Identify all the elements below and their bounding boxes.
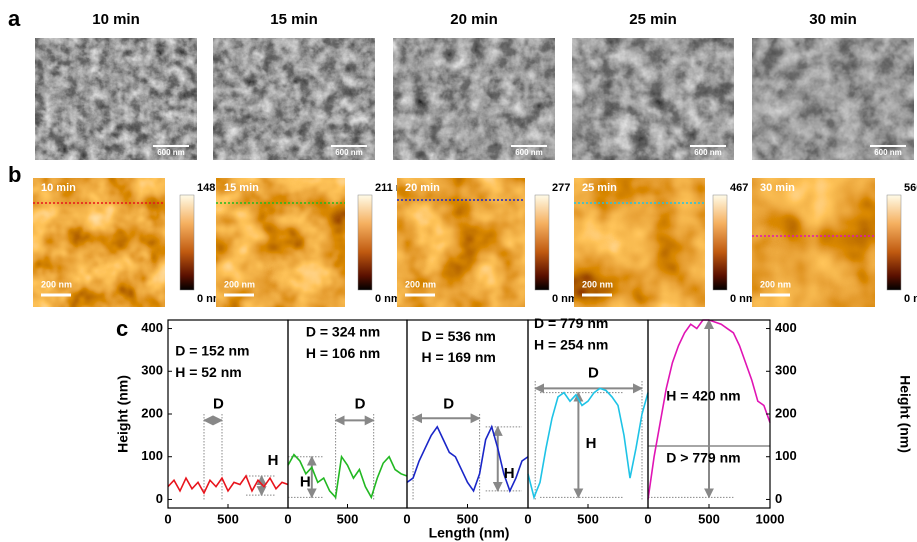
colorbar-max: 560 nm [904, 182, 917, 194]
panel-label: a [8, 6, 21, 31]
x-tick-label: 500 [457, 511, 479, 526]
sem-title: 30 min [809, 11, 857, 28]
y2-tick-label: 0 [775, 491, 782, 506]
profile-line [167, 474, 289, 495]
y2-tick-label: 100 [775, 448, 797, 463]
y2-tick-label: 300 [775, 363, 797, 378]
y2-tick-label: 400 [775, 320, 797, 335]
colorbar [179, 194, 195, 291]
scale-bar-label: 200 nm [582, 279, 613, 289]
colorbar-min: 0 nm [375, 293, 401, 305]
y2-tick-label: 200 [775, 405, 797, 420]
afm-label: 25 min [582, 182, 617, 194]
colorbar-min: 0 nm [904, 293, 917, 305]
x-tick-label: 0 [403, 511, 410, 526]
sem-image [35, 38, 197, 160]
annotation: D = 324 nm [306, 324, 380, 340]
afm-label: 15 min [224, 182, 259, 194]
sem-title: 25 min [629, 11, 677, 28]
colorbar [357, 194, 373, 291]
sem-image [213, 38, 375, 160]
afm-image [752, 178, 875, 307]
annotation: D = 779 nm [534, 315, 608, 331]
x-tick-label: 0 [644, 511, 651, 526]
x-axis-label: Length (nm) [429, 525, 510, 541]
annotation: H = 169 nm [422, 349, 496, 365]
colorbar [534, 194, 550, 291]
x-tick-label: 1000 [756, 511, 785, 526]
x-tick-label: 0 [164, 511, 171, 526]
annotation: H [504, 465, 515, 482]
y2-axis-label: Height (nm) [897, 375, 913, 453]
afm-image [216, 178, 345, 307]
annotation: H = 52 nm [175, 364, 242, 380]
afm-label: 20 min [405, 182, 440, 194]
y-axis-label: Height (nm) [115, 375, 131, 453]
sem-image [752, 38, 914, 160]
scale-bar-label: 600 nm [694, 148, 722, 157]
scale-bar-label: 200 nm [405, 279, 436, 289]
y-tick-label: 200 [141, 405, 163, 420]
annotation: H = 420 nm [666, 388, 740, 404]
scale-bar-label: 200 nm [224, 279, 255, 289]
annotation: H = 106 nm [306, 345, 380, 361]
colorbar-min: 0 nm [552, 293, 578, 305]
afm-image [33, 178, 165, 307]
colorbar [886, 194, 902, 291]
scale-bar-label: 600 nm [157, 148, 185, 157]
afm-image [574, 178, 705, 307]
panel-label: b [8, 162, 21, 187]
profile-line [527, 387, 649, 500]
sem-title: 20 min [450, 11, 498, 28]
annotation: H [300, 473, 311, 490]
scale-bar-label: 600 nm [874, 148, 902, 157]
afm-label: 10 min [41, 182, 76, 194]
y-tick-label: 0 [156, 491, 163, 506]
annotation: D [355, 396, 366, 413]
x-tick-label: 0 [524, 511, 531, 526]
annotation: D [443, 396, 454, 413]
sem-image [572, 38, 734, 160]
y-tick-label: 300 [141, 363, 163, 378]
profile-line [287, 453, 408, 500]
y-tick-label: 100 [141, 448, 163, 463]
annotation: H = 254 nm [534, 336, 608, 352]
sem-title: 10 min [92, 11, 140, 28]
scale-bar-label: 200 nm [760, 279, 791, 289]
annotation: D = 536 nm [422, 328, 496, 344]
panel-label: c [116, 316, 128, 341]
x-tick-label: 500 [577, 511, 599, 526]
scale-bar-label: 600 nm [515, 148, 543, 157]
sem-image [393, 38, 555, 160]
scale-bar-label: 600 nm [335, 148, 363, 157]
colorbar-min: 0 nm [730, 293, 756, 305]
colorbar [712, 194, 728, 291]
annotation: H [268, 452, 279, 469]
x-tick-label: 0 [284, 511, 291, 526]
annotation: D > 779 nm [666, 450, 740, 466]
sem-title: 15 min [270, 11, 318, 28]
annotation: D = 152 nm [175, 343, 249, 359]
x-tick-label: 500 [337, 511, 359, 526]
y-tick-label: 400 [141, 320, 163, 335]
annotation: H [586, 435, 597, 452]
afm-label: 30 min [760, 182, 795, 194]
annotation: D [213, 396, 224, 413]
x-tick-label: 500 [698, 511, 720, 526]
annotation: D [588, 364, 599, 381]
scale-bar-label: 200 nm [41, 279, 72, 289]
x-tick-label: 500 [217, 511, 239, 526]
profile-line [406, 424, 529, 494]
